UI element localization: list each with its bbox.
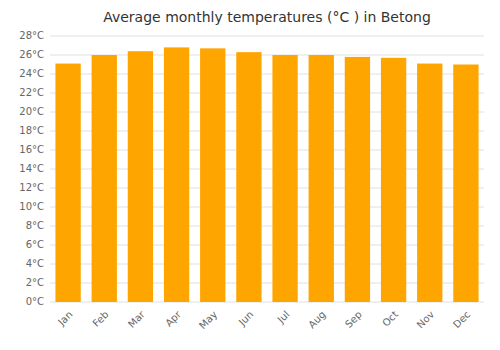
x-tick-label: Oct [380,309,400,329]
x-tick-label: May [197,309,219,331]
bar [417,64,442,302]
bar [92,55,117,302]
bar [453,65,478,303]
x-tick-label: Feb [90,309,110,329]
y-tick-label: 24°C [19,68,44,79]
x-tick-label: Sep [343,309,364,330]
y-tick-label: 26°C [19,49,44,60]
y-axis: 0°C 2°C 4°C 6°C 8°C 10°C 12°C 14°C 16°C 18°C 20°C 2… [19,30,44,307]
chart: 0°C 2°C 4°C 6°C 8°C 10°C 12°C 14°C 16°C 18°C 20°C 2… [0,0,500,350]
x-tick-label: Apr [163,308,184,329]
bar [309,55,334,302]
bar [272,55,297,302]
y-tick-label: 16°C [19,144,44,155]
bar [55,64,80,302]
x-tick-label: Nov [415,309,437,331]
y-tick-label: 18°C [19,125,44,136]
grid-line [50,36,484,37]
x-tick-label: Jul [275,309,292,326]
y-tick-label: 10°C [19,201,44,212]
x-tick-label: Dec [451,309,472,330]
chart-container: 0°C 2°C 4°C 6°C 8°C 10°C 12°C 14°C 16°C 18°C 20°C 2… [0,0,500,350]
y-tick-label: 22°C [19,87,44,98]
title: Average monthly temperatures (°C ) in Be… [103,9,431,25]
y-tick-label: 2°C [26,277,44,288]
y-tick-label: 4°C [26,258,44,269]
y-tick-label: 12°C [19,182,44,193]
y-grid [50,36,484,302]
y-tick-label: 0°C [26,296,44,307]
bar [200,48,225,302]
bar [236,52,261,302]
bars [55,47,478,302]
x-axis: Jan Feb Mar Apr May Jun Jul Aug Sep Oct Nov Dec [55,308,472,331]
x-tick-label: Aug [306,309,328,331]
y-tick-label: 6°C [26,239,44,250]
y-tick-label: 20°C [19,106,44,117]
y-tick-label: 28°C [19,30,44,41]
x-tick-label: Jan [55,309,74,328]
bar [381,58,406,302]
bar [128,51,153,302]
bar [164,47,189,302]
x-tick-label: Jun [236,309,256,329]
bar [345,57,370,302]
y-tick-label: 14°C [19,163,44,174]
y-tick-label: 8°C [26,220,44,231]
x-tick-label: Mar [126,308,148,330]
